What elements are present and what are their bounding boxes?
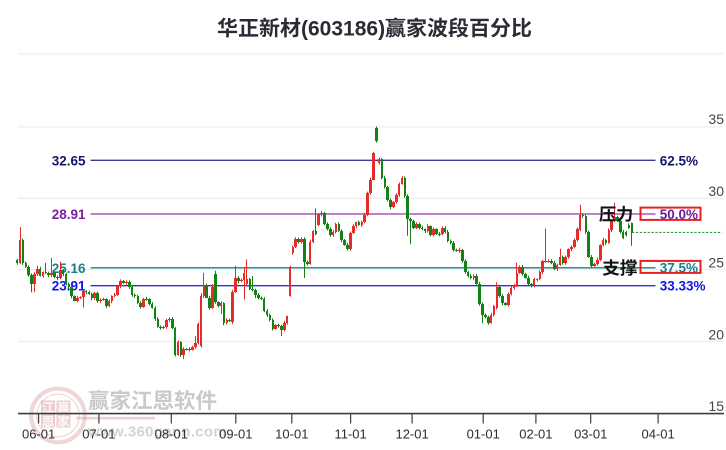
svg-text:25.16: 25.16 [52,261,86,276]
svg-text:10-01: 10-01 [275,427,308,442]
svg-text:03-01: 03-01 [574,427,607,442]
svg-text:07-01: 07-01 [82,427,115,442]
svg-text:06-01: 06-01 [22,427,55,442]
svg-text:20: 20 [708,326,724,342]
svg-text:(603186): (603186) [301,18,385,41]
svg-text:35: 35 [708,111,724,127]
svg-text:28.91: 28.91 [52,207,86,222]
svg-text:25: 25 [708,255,724,271]
svg-text:www.360gann.com: www.360gann.com [87,424,227,441]
svg-text:08-01: 08-01 [155,427,188,442]
svg-text:12-01: 12-01 [395,427,428,442]
svg-text:01-01: 01-01 [467,427,500,442]
svg-text:32.65: 32.65 [52,153,86,168]
svg-text:50.0%: 50.0% [660,207,698,222]
svg-text:30: 30 [708,183,724,199]
svg-text:33.33%: 33.33% [660,279,706,294]
svg-text:15: 15 [708,398,724,414]
svg-text:04-01: 04-01 [641,427,674,442]
svg-text:09-01: 09-01 [219,427,252,442]
svg-text:62.5%: 62.5% [660,153,698,168]
svg-text:11-01: 11-01 [334,427,366,442]
svg-text:02-01: 02-01 [519,427,552,442]
svg-text:37.5%: 37.5% [660,261,698,276]
